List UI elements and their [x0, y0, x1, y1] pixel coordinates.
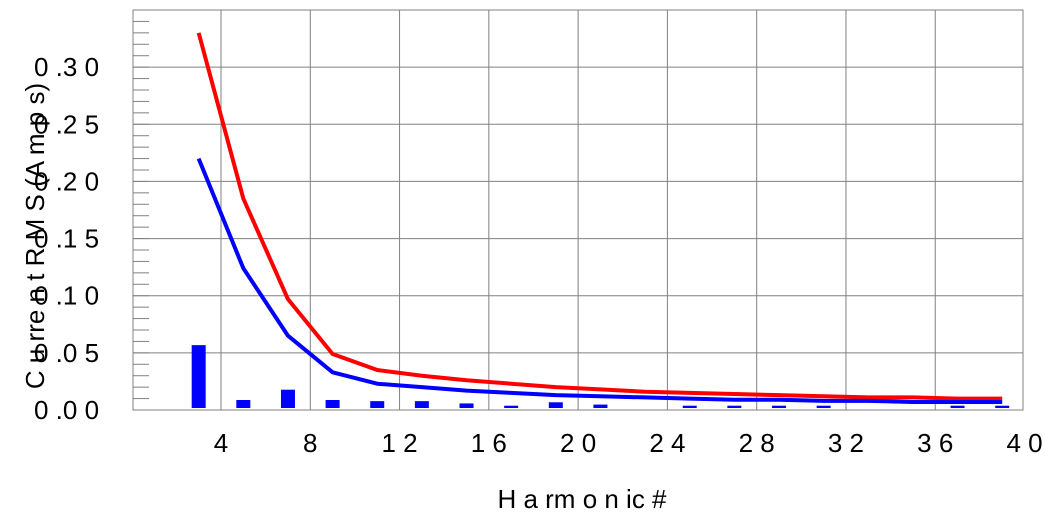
x-tick-labels: 4 8 1 2 1 6 2 0 2 4 2 8 3 2 3 6 4 0: [214, 428, 1043, 458]
y-tick-label: 0 .0 0: [34, 395, 99, 425]
lower-limit-line: [196, 157, 1003, 404]
harmonic-bar: [995, 405, 1010, 408]
x-tick-label: 1 6: [471, 428, 507, 458]
y-tick-label: 0 .1 5: [34, 224, 99, 254]
harmonic-bar: [772, 405, 786, 408]
y-tick-label: 0 .3 0: [34, 52, 99, 82]
harmonic-bar: [504, 405, 519, 408]
harmonic-bar: [950, 405, 965, 408]
harmonic-bar: [280, 389, 295, 408]
harmonic-bar: [414, 401, 429, 408]
harmonic-bar: [727, 405, 742, 408]
harmonic-bar: [593, 404, 608, 408]
harmonic-bar: [191, 345, 206, 408]
harmonic-bar: [548, 402, 563, 408]
y-tick-label: 0 .0 5: [34, 338, 99, 368]
y-tick-label: 0 .2 0: [34, 166, 99, 196]
y-tick-label: 0 .1 0: [34, 281, 99, 311]
x-tick-label: 4 0: [1006, 428, 1042, 458]
harmonic-bar: [236, 400, 251, 408]
harmonic-bar: [370, 401, 385, 408]
harmonic-bar: [816, 405, 831, 408]
x-tick-label: 3 2: [828, 428, 864, 458]
x-tick-label: 1 2: [381, 428, 417, 458]
x-tick-label: 4: [214, 428, 228, 458]
bar-series: [191, 345, 1010, 408]
axes: [132, 9, 1024, 411]
harmonic-bar: [325, 400, 340, 408]
y-axis-label: C u rre n t R M S (A m p s): [20, 83, 50, 389]
y-tick-labels: 0 .0 0 0 .0 5 0 .1 0 0 .1 5 0 .2 0 0 .2 5 0 .3…: [34, 52, 99, 425]
y-tick-label: 0 .2 5: [34, 109, 99, 139]
x-tick-label: 2 8: [739, 428, 775, 458]
harmonic-bar: [459, 403, 474, 408]
x-tick-label: 2 4: [649, 428, 685, 458]
x-axis-label: H a rm o n ic #: [497, 484, 667, 514]
x-tick-label: 8: [303, 428, 317, 458]
x-tick-label: 3 6: [917, 428, 953, 458]
harmonic-bar: [682, 405, 697, 408]
plot-border: [132, 9, 1024, 411]
upper-limit-line: [196, 32, 1003, 401]
grid-lines: [133, 10, 1023, 410]
x-tick-label: 2 0: [560, 428, 596, 458]
line-series: [196, 32, 1003, 404]
